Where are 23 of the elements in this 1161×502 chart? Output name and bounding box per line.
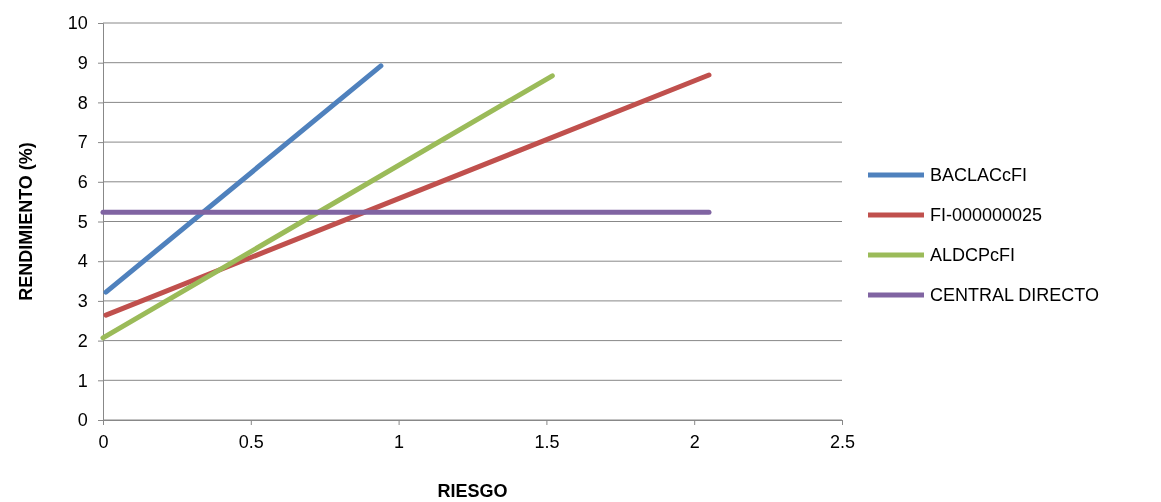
y-tick-label: 3 — [77, 291, 88, 312]
y-tick-label: 2 — [77, 330, 88, 351]
x-tick-label: 2.5 — [829, 431, 856, 452]
y-tick-label: 8 — [77, 92, 88, 113]
y-tick-label: 6 — [77, 172, 88, 193]
y-tick-label: 10 — [67, 13, 88, 34]
x-tick-label: 2 — [689, 431, 700, 452]
y-tick-label: 7 — [77, 132, 88, 153]
x-tick-label: 1 — [394, 431, 405, 452]
legend-label: CENTRAL DIRECTO — [930, 285, 1100, 305]
x-axis-title: RIESGO — [437, 481, 508, 501]
x-tick-label: 0 — [98, 431, 109, 452]
y-tick-label: 1 — [77, 370, 88, 391]
legend-label: FI-000000025 — [930, 205, 1043, 225]
y-axis-title: RENDIMIENTO (%) — [16, 142, 36, 301]
legend-label: BACLACcFI — [930, 165, 1028, 185]
x-tick-label: 1.5 — [534, 431, 560, 452]
y-tick-label: 4 — [77, 251, 88, 272]
y-tick-label: 5 — [77, 211, 88, 232]
y-tick-label: 9 — [77, 52, 88, 73]
legend-label: ALDCPcFI — [930, 245, 1016, 265]
y-tick-label: 0 — [77, 410, 88, 431]
x-tick-label: 0.5 — [238, 431, 264, 452]
